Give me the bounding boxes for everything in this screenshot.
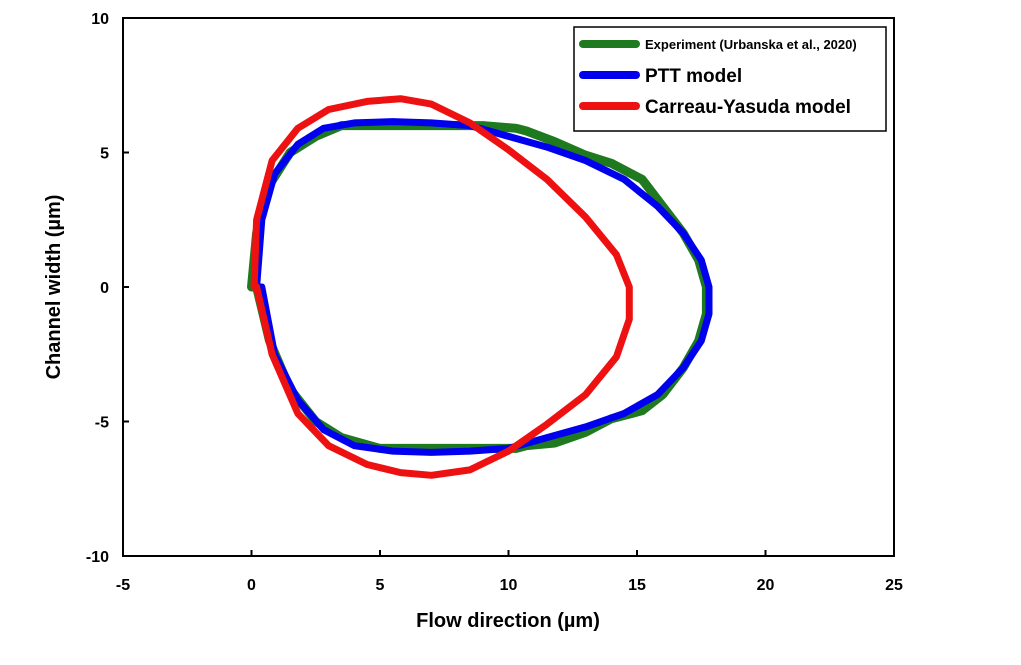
series-carreau-yasuda-model xyxy=(250,95,633,479)
series-ptt-model xyxy=(253,118,713,456)
x-tick-label: 5 xyxy=(376,577,385,594)
x-tick-label: 15 xyxy=(628,577,646,594)
legend-label-ptt: PTT model xyxy=(645,66,742,87)
series-experiment xyxy=(247,121,711,453)
legend-label-carreau-yasuda: Carreau-Yasuda model xyxy=(645,97,851,118)
y-tick-label: -10 xyxy=(86,549,109,566)
y-tick-label: 0 xyxy=(100,280,109,297)
y-axis-title: Channel width (µm) xyxy=(43,195,65,380)
y-tick-label: 5 xyxy=(100,146,109,163)
y-tick-label: -5 xyxy=(95,415,109,432)
x-tick-label: 20 xyxy=(757,577,775,594)
y-tick-label: 10 xyxy=(91,11,109,28)
x-axis: -5 0 5 10 15 20 25 xyxy=(116,550,903,594)
x-tick-label: 0 xyxy=(247,577,256,594)
x-tick-label: 25 xyxy=(885,577,903,594)
legend-label-experiment: Experiment (Urbanska et al., 2020) xyxy=(645,37,857,52)
legend: Experiment (Urbanska et al., 2020) PTT m… xyxy=(573,26,887,132)
x-tick-label: -5 xyxy=(116,577,130,594)
x-axis-title: Flow direction (µm) xyxy=(416,610,600,632)
y-axis: -10 -5 0 5 10 xyxy=(86,11,129,566)
x-tick-label: 10 xyxy=(500,577,518,594)
series-group xyxy=(247,95,713,479)
